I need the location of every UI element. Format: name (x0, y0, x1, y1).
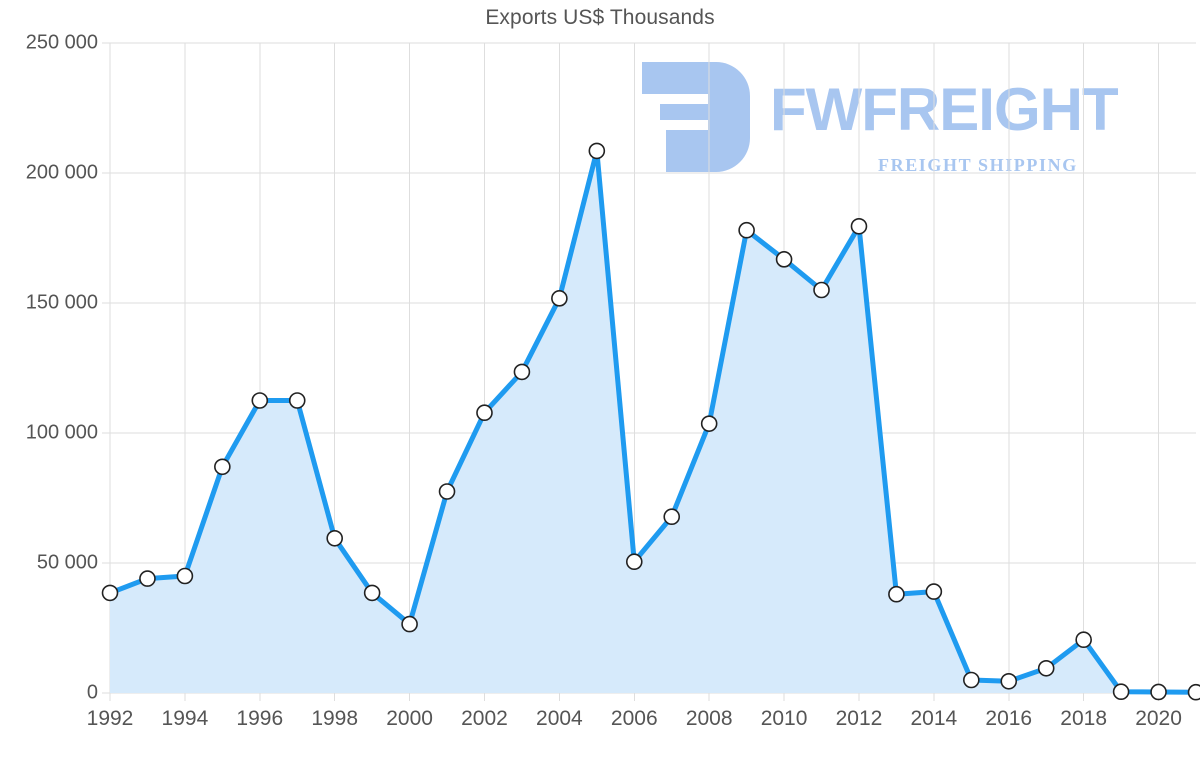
x-axis-tick-label: 2016 (985, 707, 1033, 730)
data-point-marker[interactable] (214, 458, 231, 476)
x-axis-tick-label: 2002 (461, 707, 508, 730)
y-axis-tick-label: 250 000 (25, 31, 98, 54)
x-axis-tick-label: 1992 (86, 707, 134, 730)
data-point-marker[interactable] (813, 281, 830, 299)
x-axis-tick-label: 2020 (1135, 707, 1182, 730)
data-point-marker[interactable] (401, 615, 418, 633)
x-axis-tick-label: 2004 (536, 707, 583, 730)
x-axis-tick-label: 2012 (835, 707, 883, 730)
x-axis-tick-label: 2008 (685, 707, 733, 730)
data-point-marker[interactable] (438, 483, 456, 500)
data-point-marker[interactable] (476, 404, 493, 422)
data-point-marker[interactable] (551, 290, 568, 307)
x-axis-tick-label: 2006 (610, 707, 658, 730)
data-point-marker[interactable] (139, 570, 156, 587)
data-point-marker[interactable] (1187, 683, 1200, 701)
data-point-marker[interactable] (326, 529, 343, 547)
data-point-marker[interactable] (1150, 683, 1167, 701)
data-point-marker[interactable] (700, 415, 718, 432)
x-axis-tick-label: 1994 (161, 707, 209, 730)
data-point-marker[interactable] (1000, 672, 1018, 690)
data-point-marker[interactable] (775, 251, 793, 268)
x-axis-tick-label: 2018 (1060, 707, 1107, 730)
area-fill (110, 150, 1196, 693)
data-point-marker[interactable] (963, 671, 980, 689)
data-point-marker[interactable] (1075, 631, 1092, 649)
data-point-marker[interactable] (513, 363, 531, 381)
data-point-marker[interactable] (888, 585, 905, 603)
data-point-marker[interactable] (738, 221, 755, 239)
data-point-marker[interactable] (101, 584, 119, 602)
chart-title: Exports US$ Thousands (485, 6, 715, 29)
y-axis: 0 50 000 100 000 150 000 200 000 250 000 (0, 0, 98, 763)
x-axis-tick-label: 1998 (311, 707, 359, 730)
data-point-marker[interactable] (850, 218, 868, 235)
data-point-marker[interactable] (251, 392, 269, 409)
data-point-markers (101, 142, 1200, 701)
data-point-marker[interactable] (588, 142, 606, 160)
x-axis-tick-label: 1996 (236, 707, 284, 730)
x-axis-tick-label: 2014 (910, 707, 958, 730)
data-point-marker[interactable] (663, 508, 681, 526)
data-point-marker[interactable] (625, 553, 643, 571)
data-point-marker[interactable] (1037, 659, 1055, 677)
data-point-marker[interactable] (1112, 683, 1130, 701)
data-point-marker[interactable] (363, 584, 381, 602)
data-point-marker[interactable] (925, 583, 943, 600)
x-axis-tick-label: 2010 (760, 707, 808, 730)
data-point-marker[interactable] (288, 392, 306, 409)
x-axis-tick-label: 2000 (386, 707, 433, 730)
y-axis-tick-label: 150 000 (25, 291, 98, 314)
data-point-marker[interactable] (176, 567, 194, 585)
y-axis-tick-label: 50 000 (36, 551, 98, 574)
y-axis-tick-label: 200 000 (25, 161, 98, 184)
y-axis-tick-label: 0 (86, 681, 98, 704)
y-axis-tick-label: 100 000 (25, 421, 98, 444)
